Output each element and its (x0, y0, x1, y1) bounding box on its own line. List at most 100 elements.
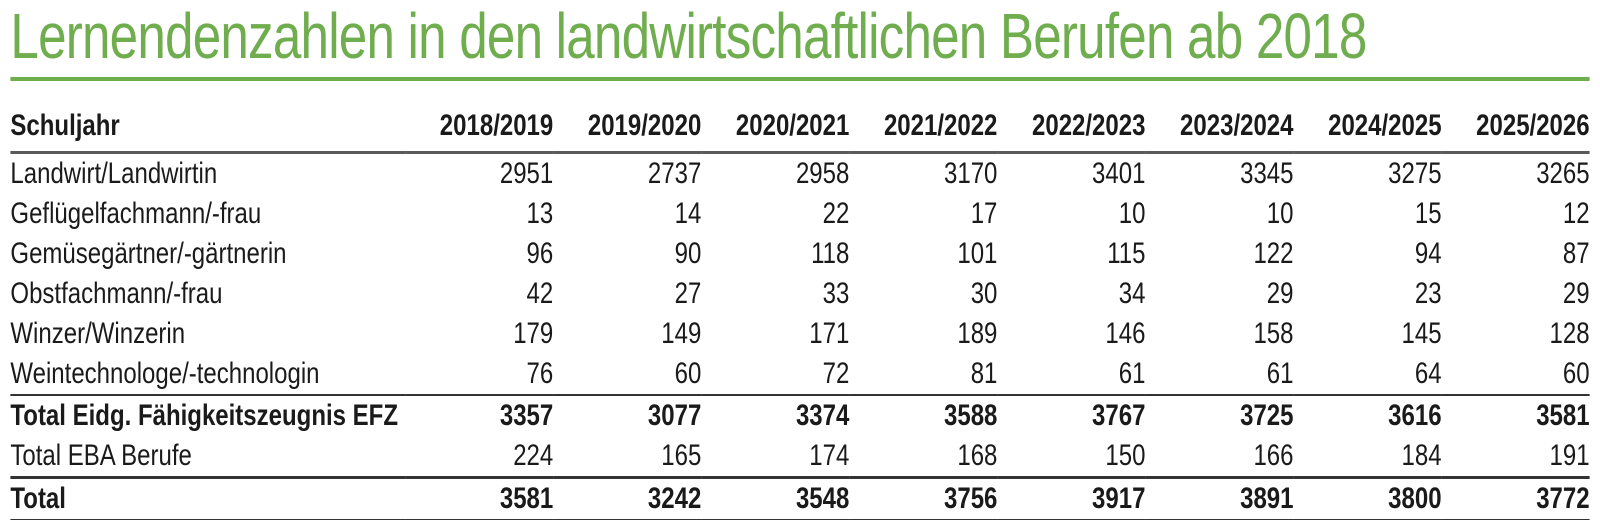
row-value: 3242 (553, 476, 702, 520)
row-value: 33 (822, 277, 850, 310)
row-value: 165 (661, 439, 702, 472)
row-value: 3891 (1145, 476, 1294, 520)
table-row: Obstfachmann/-frau 42 27 33 30 34 29 23 29 (10, 274, 1589, 314)
row-value: 94 (1414, 237, 1442, 270)
table-row: Total 3581 3242 3548 3756 3917 3891 3800 3772 (10, 476, 1590, 520)
title-divider-rule (10, 77, 1590, 81)
table-row: Total EBA Berufe 224 165 174 168 150 166 184 191 (10, 436, 1589, 478)
row-value: 3345 (1240, 157, 1294, 190)
row-value: 64 (1414, 357, 1442, 390)
row-value: 3265 (1536, 157, 1590, 190)
column-header-year: 2023/2024 (1145, 97, 1294, 154)
row-value: 168 (957, 439, 998, 472)
row-value: 179 (513, 317, 554, 350)
row-value: 27 (674, 277, 702, 310)
row-label: Total (10, 476, 406, 520)
table-row: Weintechnologe/-technologin 76 60 72 81 61 61 6… (10, 354, 1589, 395)
row-value: 10 (1118, 197, 1146, 230)
column-header-year: 2025/2026 (1441, 97, 1590, 154)
table-row: Total Eidg. Fähigkeitszeugnis EFZ 3357 307… (10, 394, 1590, 436)
table-row: Gemüsegärtner/-gärtnerin 96 90 118 101 115 122… (10, 234, 1589, 274)
table-header-row: Schuljahr 2018/2019 2019/2020 2020/2021 2021… (10, 97, 1590, 154)
row-value: 3616 (1293, 394, 1442, 436)
row-value: 34 (1118, 277, 1146, 310)
row-value: 118 (811, 237, 850, 270)
row-value: 3725 (1145, 394, 1294, 436)
row-value: 115 (1107, 237, 1146, 270)
row-value: 2958 (795, 157, 850, 190)
row-value: 3581 (1441, 394, 1590, 436)
row-value: 3548 (701, 476, 850, 520)
row-value: 60 (674, 357, 702, 390)
row-value: 122 (1253, 237, 1294, 270)
row-value: 3170 (944, 157, 998, 190)
row-value: 174 (809, 439, 850, 472)
row-label: Geflügelfachmann/-frau (10, 197, 262, 230)
row-value: 29 (1562, 277, 1590, 310)
row-value: 13 (526, 197, 554, 230)
row-label: Total Eidg. Fähigkeitszeugnis EFZ (10, 394, 406, 436)
row-value: 128 (1549, 317, 1590, 350)
row-value: 3772 (1441, 476, 1590, 520)
row-value: 3767 (997, 394, 1146, 436)
row-value: 3374 (701, 394, 850, 436)
table-row: Winzer/Winzerin 179 149 171 189 146 158 145 128 (10, 314, 1589, 354)
row-value: 60 (1562, 357, 1590, 390)
row-value: 90 (674, 237, 702, 270)
row-value: 15 (1414, 197, 1442, 230)
page: Lernendenzahlen in den landwirtschaftlic… (0, 4, 1600, 520)
row-value: 81 (970, 357, 998, 390)
row-value: 3581 (405, 476, 554, 520)
column-header-year: 2018/2019 (405, 97, 554, 154)
row-label: Obstfachmann/-frau (10, 277, 223, 310)
row-value: 22 (822, 197, 850, 230)
row-value: 3800 (1293, 476, 1442, 520)
column-header-year: 2022/2023 (997, 97, 1146, 154)
column-header-schuljahr: Schuljahr (10, 97, 406, 154)
row-value: 149 (661, 317, 702, 350)
row-value: 3077 (553, 394, 702, 436)
table-body: Landwirt/Landwirtin 2951 2737 2958 3170 3401 3… (10, 153, 1590, 520)
row-value: 189 (957, 317, 998, 350)
row-value: 3275 (1388, 157, 1442, 190)
row-value: 3401 (1092, 157, 1146, 190)
page-title: Lernendenzahlen in den landwirtschaftlic… (10, 0, 1367, 72)
row-value: 12 (1562, 197, 1590, 230)
row-value: 101 (957, 237, 998, 270)
row-value: 76 (526, 357, 554, 390)
row-value: 10 (1266, 197, 1294, 230)
row-value: 145 (1401, 317, 1442, 350)
row-value: 30 (970, 277, 998, 310)
row-value: 171 (809, 317, 850, 350)
row-value: 3588 (849, 394, 998, 436)
row-value: 184 (1401, 439, 1442, 472)
column-header-year: 2024/2025 (1293, 97, 1442, 154)
row-value: 42 (526, 277, 554, 310)
row-value: 61 (1266, 357, 1294, 390)
row-value: 150 (1105, 439, 1146, 472)
row-value: 224 (513, 439, 554, 472)
row-value: 2737 (647, 157, 702, 190)
column-header-year: 2019/2020 (553, 97, 702, 154)
row-value: 166 (1253, 439, 1294, 472)
table-row: Landwirt/Landwirtin 2951 2737 2958 3170 3401 3… (10, 153, 1589, 195)
row-value: 3917 (997, 476, 1146, 520)
row-value: 191 (1549, 439, 1590, 472)
row-value: 96 (526, 237, 554, 270)
row-label: Landwirt/Landwirtin (10, 157, 218, 190)
row-value: 72 (822, 357, 850, 390)
row-value: 146 (1105, 317, 1146, 350)
row-value: 2951 (499, 157, 554, 190)
row-label: Gemüsegärtner/-gärtnerin (10, 237, 287, 270)
column-header-year: 2021/2022 (849, 97, 998, 154)
row-value: 29 (1266, 277, 1294, 310)
row-value: 23 (1414, 277, 1442, 310)
row-value: 3756 (849, 476, 998, 520)
learners-table: Schuljahr 2018/2019 2019/2020 2020/2021 2021… (10, 97, 1590, 520)
row-label: Winzer/Winzerin (10, 317, 186, 350)
row-value: 61 (1118, 357, 1146, 390)
row-label: Weintechnologe/-technologin (10, 357, 320, 390)
table-head: Schuljahr 2018/2019 2019/2020 2020/2021 2021… (10, 97, 1590, 154)
row-value: 158 (1253, 317, 1294, 350)
row-value: 17 (970, 197, 998, 230)
